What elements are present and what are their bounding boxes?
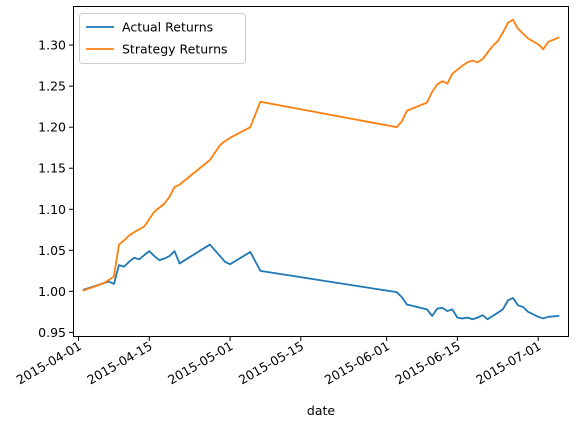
y-tick-label: 1.00 — [38, 284, 66, 299]
y-tick-label: 0.95 — [38, 325, 66, 340]
y-tick-label: 1.30 — [38, 38, 66, 53]
y-tick-label: 1.10 — [38, 202, 66, 217]
y-tick-label: 1.25 — [38, 79, 66, 94]
legend-label-strategy-returns: Strategy Returns — [122, 42, 228, 57]
legend-box — [79, 13, 246, 64]
series-line-strategy-returns — [82, 18, 560, 292]
x-axis-label: date — [307, 403, 335, 418]
y-tick-label: 1.15 — [38, 161, 66, 176]
legend-label-actual-returns: Actual Returns — [122, 20, 213, 35]
series-line-actual-returns — [82, 243, 560, 321]
series-layer — [82, 18, 560, 321]
y-axis: 0.95 1.00 1.05 1.10 1.15 1.20 1.25 1.30 — [38, 38, 74, 340]
legend: Actual Returns Strategy Returns — [79, 13, 246, 64]
y-tick-label: 1.20 — [38, 120, 66, 135]
y-tick-label: 1.05 — [38, 243, 66, 258]
